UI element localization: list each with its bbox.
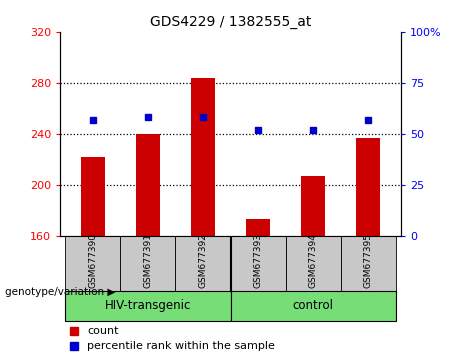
Text: GSM677394: GSM677394	[308, 233, 318, 288]
Text: GSM677390: GSM677390	[89, 233, 97, 288]
Bar	[176, 236, 230, 291]
Text: GSM677391: GSM677391	[143, 233, 153, 288]
Bar	[230, 236, 285, 291]
Text: HIV-transgenic: HIV-transgenic	[105, 299, 191, 312]
Bar	[65, 236, 120, 291]
Bar	[120, 236, 176, 291]
Bar	[65, 291, 230, 321]
Bar	[246, 219, 271, 236]
Bar	[136, 134, 160, 236]
Text: percentile rank within the sample: percentile rank within the sample	[88, 341, 275, 351]
Text: GSM677393: GSM677393	[254, 233, 262, 288]
Title: GDS4229 / 1382555_at: GDS4229 / 1382555_at	[150, 16, 311, 29]
Text: GSM677392: GSM677392	[199, 233, 207, 288]
Bar	[301, 176, 325, 236]
Bar	[341, 236, 396, 291]
Text: count: count	[88, 326, 119, 336]
Bar	[356, 138, 380, 236]
Text: GSM677395: GSM677395	[364, 233, 372, 288]
Text: control: control	[293, 299, 334, 312]
Text: genotype/variation ▶: genotype/variation ▶	[5, 287, 115, 297]
Bar	[81, 157, 105, 236]
Bar	[190, 78, 215, 236]
Bar	[285, 236, 341, 291]
Bar	[230, 291, 396, 321]
